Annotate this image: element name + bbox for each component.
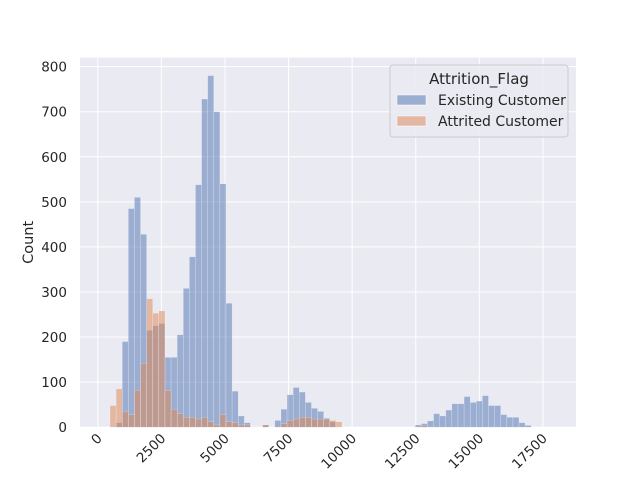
bar-attrited-customer	[244, 424, 251, 428]
y-tick-label: 200	[41, 330, 67, 346]
y-tick-label: 600	[41, 150, 67, 166]
bar-attrited-customer	[189, 417, 196, 428]
legend-swatch-attrited-customer	[396, 115, 427, 127]
bar-existing-customer	[445, 409, 453, 428]
bar-existing-customer	[207, 75, 214, 428]
bar-attrited-customer	[238, 424, 245, 428]
bar-existing-customer	[524, 425, 532, 428]
bar-existing-customer	[427, 420, 434, 428]
bar-attrited-customer	[152, 312, 160, 428]
histogram-bars	[109, 75, 532, 428]
bar-existing-customer	[488, 405, 495, 428]
bar-attrited-customer	[195, 418, 202, 428]
bar-existing-customer	[213, 111, 221, 428]
bar-existing-customer	[482, 395, 489, 428]
bar-attrited-customer	[170, 408, 178, 428]
y-axis-label: Count	[21, 221, 37, 264]
legend-label-attrited-customer: Attrited Customer	[438, 114, 564, 130]
bar-existing-customer	[500, 414, 508, 428]
bar-existing-customer	[518, 422, 526, 428]
bar-attrited-customer	[299, 417, 306, 428]
bar-existing-customer	[433, 413, 440, 428]
bar-existing-customer	[183, 288, 190, 428]
bar-existing-customer	[506, 417, 514, 428]
bar-existing-customer	[512, 417, 520, 428]
bar-attrited-customer	[109, 405, 117, 428]
bar-existing-customer	[439, 415, 446, 428]
bar-attrited-customer	[280, 423, 288, 428]
bar-attrited-customer	[164, 390, 172, 428]
bar-existing-customer	[189, 256, 196, 428]
bar-existing-customer	[201, 98, 208, 428]
bar-attrited-customer	[231, 422, 239, 428]
bar-attrited-customer	[176, 413, 184, 428]
y-tick-labels: 0 100 200 300 400 500 600 700 800	[41, 60, 67, 437]
y-tick-label: 400	[41, 240, 67, 256]
bar-attrited-customer	[292, 418, 300, 428]
x-tick-label: 7500	[261, 431, 297, 467]
bar-existing-customer	[274, 420, 282, 428]
y-tick-label: 100	[41, 375, 67, 391]
bar-existing-customer	[176, 334, 184, 428]
x-tick-label: 15000	[445, 431, 487, 473]
bar-attrited-customer	[128, 414, 135, 428]
bar-attrited-customer	[225, 421, 233, 428]
bar-attrited-customer	[421, 425, 428, 428]
bar-existing-customer	[225, 303, 233, 428]
x-tick-label: 10000	[318, 431, 360, 473]
bar-attrited-customer	[115, 388, 123, 428]
bar-attrited-customer	[213, 424, 221, 428]
bar-attrited-customer	[329, 420, 337, 428]
x-tick-label: 12500	[382, 431, 424, 473]
bar-existing-customer	[128, 208, 135, 428]
bar-existing-customer	[219, 183, 227, 428]
bar-attrited-customer	[219, 414, 227, 428]
x-tick-label: 5000	[197, 431, 233, 467]
legend: Attrition_Flag Existing Customer Attrite…	[389, 64, 569, 138]
bar-existing-customer	[463, 396, 471, 428]
y-tick-label: 500	[41, 195, 67, 211]
bar-existing-customer	[457, 403, 465, 428]
bar-existing-customer	[231, 390, 239, 428]
y-tick-label: 800	[41, 60, 67, 76]
legend-frame	[389, 64, 569, 138]
bar-existing-customer	[476, 400, 483, 428]
legend-title: Attrition_Flag	[429, 70, 529, 89]
bar-attrited-customer	[207, 421, 214, 428]
x-tick-label: 17500	[509, 431, 551, 473]
y-tick-label: 0	[58, 420, 67, 436]
bar-attrited-customer	[286, 420, 294, 428]
bar-attrited-customer	[317, 418, 324, 428]
bar-attrited-customer	[262, 424, 269, 428]
bar-attrited-customer	[305, 417, 312, 428]
bar-attrited-customer	[146, 298, 153, 428]
x-tick-labels: 0 2500 5000 7500 10000 12500 15000 17500	[88, 431, 551, 473]
bar-attrited-customer	[122, 411, 129, 428]
bar-existing-customer	[195, 184, 202, 428]
bar-attrited-customer	[323, 418, 330, 428]
y-tick-label: 300	[41, 285, 67, 301]
legend-swatch-existing-customer	[396, 94, 427, 106]
bar-existing-customer	[494, 405, 501, 428]
bar-attrited-customer	[201, 417, 208, 428]
bar-existing-customer	[415, 424, 422, 428]
bar-attrited-customer	[134, 390, 141, 428]
bar-existing-customer	[451, 403, 459, 428]
bar-existing-customer	[469, 402, 477, 428]
bar-attrited-customer	[311, 418, 318, 428]
legend-label-existing-customer: Existing Customer	[438, 93, 566, 109]
x-tick-label: 2500	[134, 431, 170, 467]
bar-attrited-customer	[335, 421, 343, 428]
bar-attrited-customer	[183, 417, 190, 428]
bar-attrited-customer	[140, 362, 147, 428]
x-tick-label: 0	[88, 431, 105, 448]
y-tick-label: 700	[41, 105, 67, 121]
bar-attrited-customer	[158, 310, 166, 428]
